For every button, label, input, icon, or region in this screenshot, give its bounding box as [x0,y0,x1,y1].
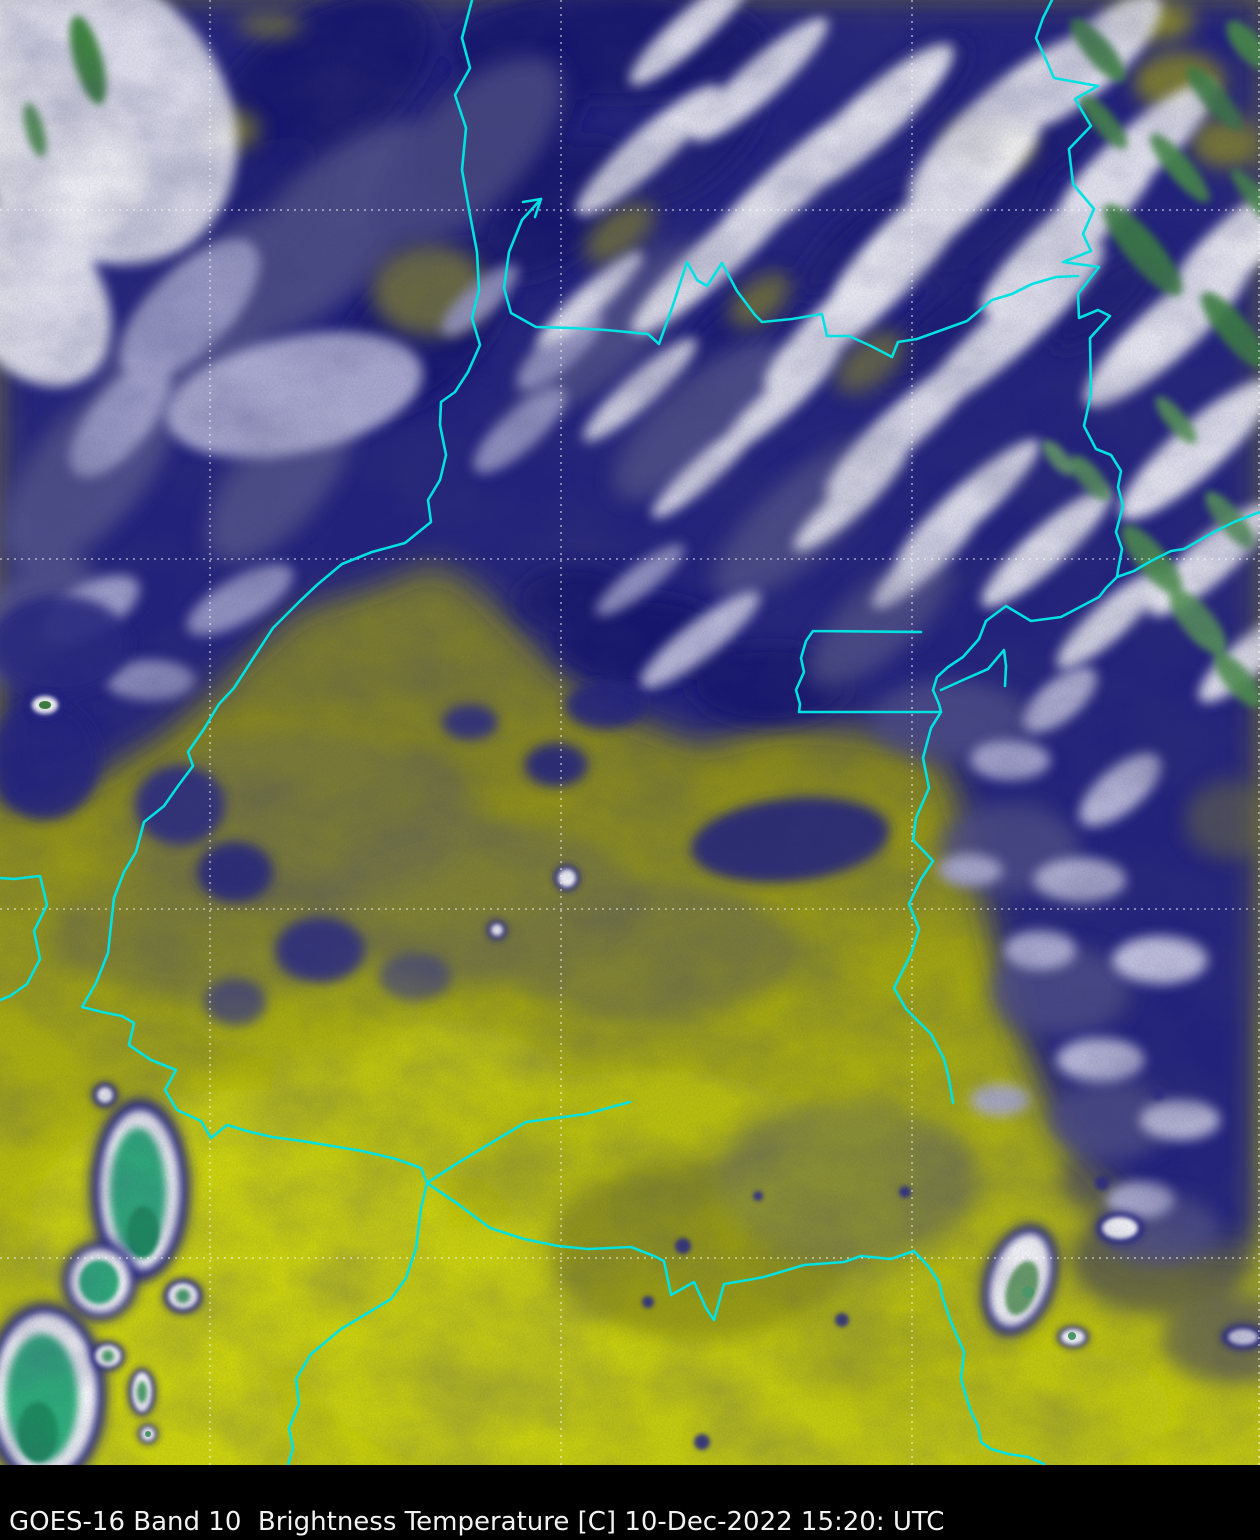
border-southwest-diagonal [286,1100,632,1465]
border-south [425,1181,1046,1465]
border-east [892,0,1125,1105]
border-rectangle [794,629,943,714]
latlon-gridlines [0,0,1260,1465]
satellite-map-image [0,0,1260,1465]
border-north-tip [521,197,543,219]
caption-text: GOES-16 Band 10 Brightness Temperature [… [9,1507,945,1537]
border-north [502,197,1080,359]
goes16-ir-map [0,0,1260,1465]
fine-grain-noise [0,0,1260,1465]
border-lake-west [0,874,49,1002]
caption-bar: GOES-16 Band 10 Brightness Temperature [… [0,1465,1260,1540]
border-stub-east [939,648,1008,692]
border-west [80,0,482,1185]
political-borders [0,0,1260,1465]
border-east-diagonal [1115,510,1260,579]
